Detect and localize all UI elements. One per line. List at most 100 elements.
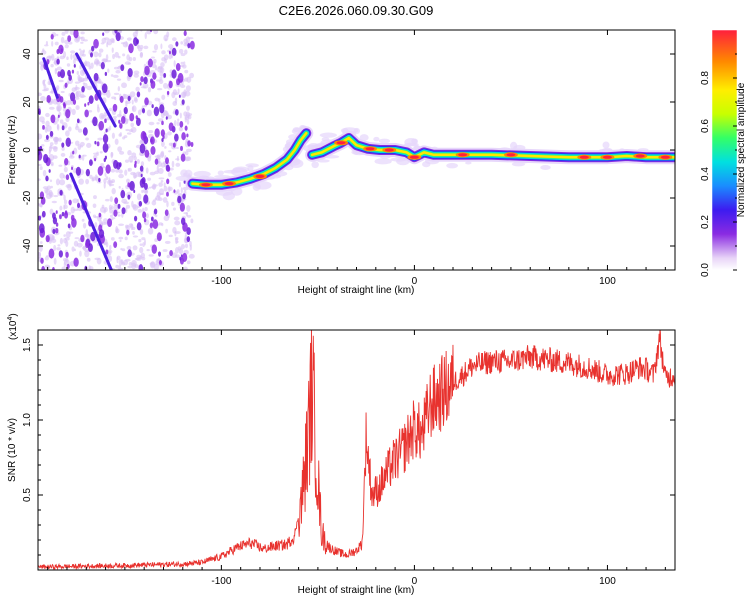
noise-speckle	[186, 119, 190, 125]
noise-speckle	[57, 244, 61, 247]
noise-speckle	[180, 91, 187, 99]
noise-speckle	[154, 238, 158, 242]
noise-speckle	[118, 169, 123, 174]
hotspot-red	[224, 182, 234, 186]
noise-speckle	[131, 259, 137, 267]
noise-blob	[80, 234, 85, 243]
noise-blob	[123, 106, 128, 115]
noise-speckle	[110, 74, 114, 77]
noise-blob	[84, 109, 89, 118]
noise-blob	[133, 37, 139, 47]
noise-blob	[55, 210, 58, 214]
noise-blob	[162, 135, 165, 139]
noise-speckle	[59, 237, 64, 245]
noise-speckle	[154, 155, 161, 158]
noise-speckle	[77, 128, 83, 133]
noise-speckle	[161, 50, 166, 55]
noise-blob	[174, 133, 179, 142]
noise-speckle	[171, 91, 176, 99]
noise-blob	[56, 48, 60, 55]
noise-speckle	[61, 146, 65, 151]
noise-blob	[144, 97, 149, 106]
noise-blob	[46, 95, 51, 103]
noise-blob	[89, 52, 93, 58]
noise-blob	[38, 215, 42, 221]
noise-blob	[113, 209, 118, 217]
noise-blob	[112, 103, 118, 112]
noise-blob	[76, 118, 80, 124]
noise-speckle	[44, 44, 49, 47]
noise-speckle	[45, 112, 50, 118]
noise-blob	[138, 264, 144, 270]
noise-speckle	[168, 44, 174, 49]
hotspot-red	[201, 183, 211, 187]
noise-speckle	[63, 204, 66, 210]
noise-speckle	[190, 218, 194, 224]
noise-speckle	[60, 152, 66, 157]
spectrogram-xlabel: Height of straight line (km)	[298, 285, 415, 296]
noise-blob	[52, 266, 55, 270]
noise-speckle	[99, 81, 104, 84]
noise-speckle	[70, 50, 76, 54]
noise-speckle	[118, 133, 122, 137]
noise-blob	[104, 155, 107, 160]
noise-speckle	[183, 266, 188, 270]
noise-blob	[98, 212, 102, 218]
noise-blob	[156, 232, 162, 242]
noise-speckle	[180, 61, 184, 65]
noise-speckle	[148, 121, 155, 126]
noise-speckle	[86, 142, 92, 148]
noise-blob	[52, 216, 58, 225]
track-halo	[321, 137, 330, 142]
noise-speckle	[183, 61, 186, 65]
noise-speckle	[183, 42, 189, 47]
noise-speckle	[121, 248, 126, 252]
spectrogram-ylabel: Frequency (Hz)	[7, 116, 18, 185]
noise-blob	[58, 250, 63, 258]
noise-speckle	[176, 121, 179, 127]
noise-speckle	[183, 212, 188, 215]
noise-speckle	[124, 159, 130, 163]
noise-speckle	[74, 81, 80, 84]
noise-blob	[180, 153, 186, 162]
colorbar-tick-label: 0.4	[700, 167, 711, 181]
noise-streak	[75, 52, 117, 128]
noise-blob	[57, 71, 61, 78]
noise-blob	[167, 166, 171, 172]
noise-blob	[136, 39, 139, 45]
noise-speckle	[109, 196, 113, 203]
noise-speckle	[111, 217, 116, 220]
noise-blob	[183, 30, 187, 37]
noise-speckle	[65, 240, 69, 248]
noise-speckle	[114, 51, 119, 58]
noise-speckle	[49, 179, 53, 183]
track-halo	[247, 164, 254, 172]
noise-blob	[100, 61, 105, 70]
noise-speckle	[130, 122, 135, 128]
noise-speckle	[101, 204, 105, 209]
noise-speckle	[106, 42, 109, 48]
noise-speckle	[124, 169, 128, 176]
noise-speckle	[168, 150, 172, 153]
noise-speckle	[82, 82, 86, 85]
noise-blob	[64, 157, 69, 166]
noise-speckle	[146, 249, 150, 252]
snr-ytick-label: 0.5	[22, 488, 33, 502]
noise-speckle	[59, 205, 63, 211]
track-halo	[602, 141, 610, 149]
noise-blob	[143, 182, 148, 190]
noise-blob	[134, 160, 137, 165]
noise-speckle	[143, 239, 147, 246]
noise-speckle	[94, 174, 98, 181]
noise-speckle	[96, 257, 102, 265]
track-halo	[292, 127, 301, 132]
noise-speckle	[77, 143, 82, 151]
noise-speckle	[185, 111, 190, 119]
noise-speckle	[108, 107, 113, 112]
noise-speckle	[126, 37, 132, 41]
noise-speckle	[146, 109, 152, 117]
noise-blob	[64, 211, 69, 219]
noise-blob	[139, 143, 146, 154]
noise-speckle	[100, 163, 105, 167]
noise-speckle	[182, 151, 187, 154]
